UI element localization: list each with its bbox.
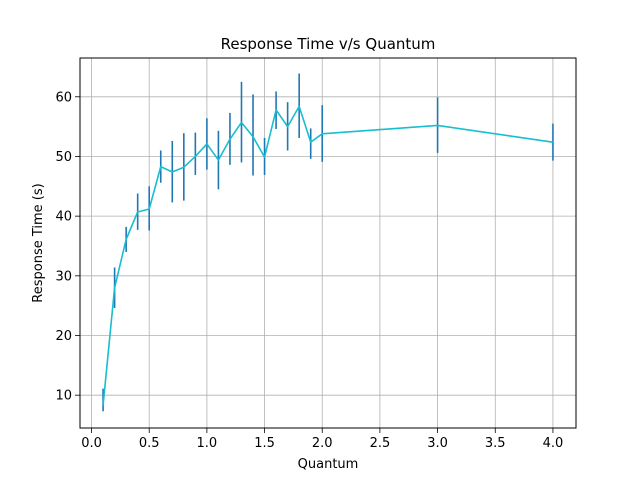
grid <box>80 58 576 428</box>
x-axis-ticks: 0.0 0.5 1.0 1.5 2.0 2.5 3.0 3.5 4.0 <box>81 428 563 451</box>
y-tick-label: 20 <box>55 329 72 344</box>
y-tick-label: 30 <box>55 269 72 284</box>
x-axis-label: Quantum <box>298 457 359 472</box>
y-axis-label: Response Time (s) <box>31 183 46 302</box>
y-tick-label: 60 <box>55 90 72 105</box>
x-tick-label: 0.0 <box>81 436 102 451</box>
series-line <box>102 105 554 406</box>
y-tick-label: 40 <box>55 210 72 225</box>
plot-frame <box>79 57 577 429</box>
x-tick-label: 2.5 <box>370 436 391 451</box>
x-tick-label: 1.5 <box>254 436 275 451</box>
x-tick-label: 3.5 <box>485 436 506 451</box>
y-tick-label: 50 <box>55 150 72 165</box>
x-tick-label: 0.5 <box>139 436 160 451</box>
y-tick-label: 10 <box>55 389 72 404</box>
x-tick-label: 4.0 <box>543 436 564 451</box>
x-tick-label: 1.0 <box>197 436 218 451</box>
x-tick-label: 2.0 <box>312 436 333 451</box>
data-series <box>102 105 554 406</box>
y-axis-ticks: 10 20 30 40 50 60 <box>55 90 80 404</box>
chart-title: Response Time v/s Quantum <box>221 35 436 53</box>
x-tick-label: 3.0 <box>427 436 448 451</box>
